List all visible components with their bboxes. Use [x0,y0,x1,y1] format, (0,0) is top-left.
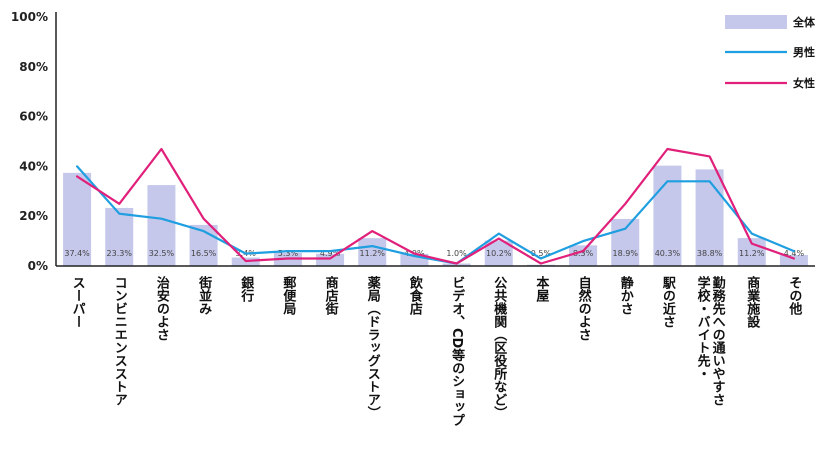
series-line-male [75,165,796,265]
x-category-label: 薬局（ドラッグストア） [365,275,382,419]
data-label: 1.0% [446,249,467,258]
data-label: 38.8% [697,249,723,258]
x-category-label: 商業施設 [744,275,761,329]
y-tick-label: 0% [28,259,48,273]
legend-label: 男性 [793,45,815,59]
y-tick-label: 40% [19,159,48,173]
legend-swatch-bar [725,15,787,29]
y-tick-label: 60% [19,110,48,124]
bar-zentai-12 [569,245,598,266]
x-category-label: 銀行 [238,275,255,303]
bar-zentai-2 [147,185,176,266]
x-category-label: 静かさ [618,275,634,315]
data-label: 8.3% [573,249,594,258]
bar-zentai-6 [316,253,345,266]
x-category-label: 勤務先への通いやすさ [710,275,726,406]
y-tick-label: 80% [19,60,48,74]
data-label: 18.9% [613,249,639,258]
data-label: 32.5% [149,249,175,258]
bar-zentai-0 [63,172,92,266]
data-label: 11.2% [739,249,765,258]
x-category-label: スーパー [70,276,86,328]
bar-zentai-9 [442,263,471,266]
bar-zentai-17 [779,255,808,266]
x-category-label: 自然のよさ [576,275,592,341]
data-label: 16.5% [191,249,217,258]
x-category-label: 街並み [196,275,213,315]
bar-zentai-1 [105,207,134,266]
data-label: 40.3% [655,249,681,258]
x-category-label: 治安のよさ [154,275,170,341]
data-label: 10.2% [486,249,512,258]
data-label: 4.9% [320,249,341,258]
data-label: 23.3% [107,249,133,258]
x-category-label: 学校・バイト先・ [695,275,711,380]
x-category-label: 公共機関（区役所など） [491,276,508,419]
bar-zentai-13 [611,218,640,266]
x-category-label: 本屋 [533,275,549,303]
x-category-label: 商店街 [323,275,340,316]
data-label: 4.4% [784,249,805,258]
data-label: 11.2% [360,249,386,258]
x-category-label: ビデオ、CD等のショップ [449,276,466,427]
series-line-female [75,147,796,265]
data-label: 37.4% [64,249,90,258]
legend-label: 全体 [792,15,816,29]
legend-label: 女性 [793,76,815,90]
x-category-label: 飲食店 [407,275,424,316]
x-category-label: 郵便局 [280,275,296,316]
data-label: 5.3% [278,249,299,258]
x-category-label: 駅の近さ [660,276,677,328]
bar-zentai-15 [695,169,724,266]
y-tick-label: 20% [19,209,48,223]
plot-area: 0%20%40%60%80%100%37.4% 23.3% 32.5% 16.5% 3.… [11,10,815,427]
x-category-label: コンビニエンスストア [112,276,128,406]
y-tick-label: 100% [11,10,48,24]
data-label: 0.5% [531,249,552,258]
bar-zentai-7 [358,238,387,266]
x-category-label: その他 [786,276,803,316]
